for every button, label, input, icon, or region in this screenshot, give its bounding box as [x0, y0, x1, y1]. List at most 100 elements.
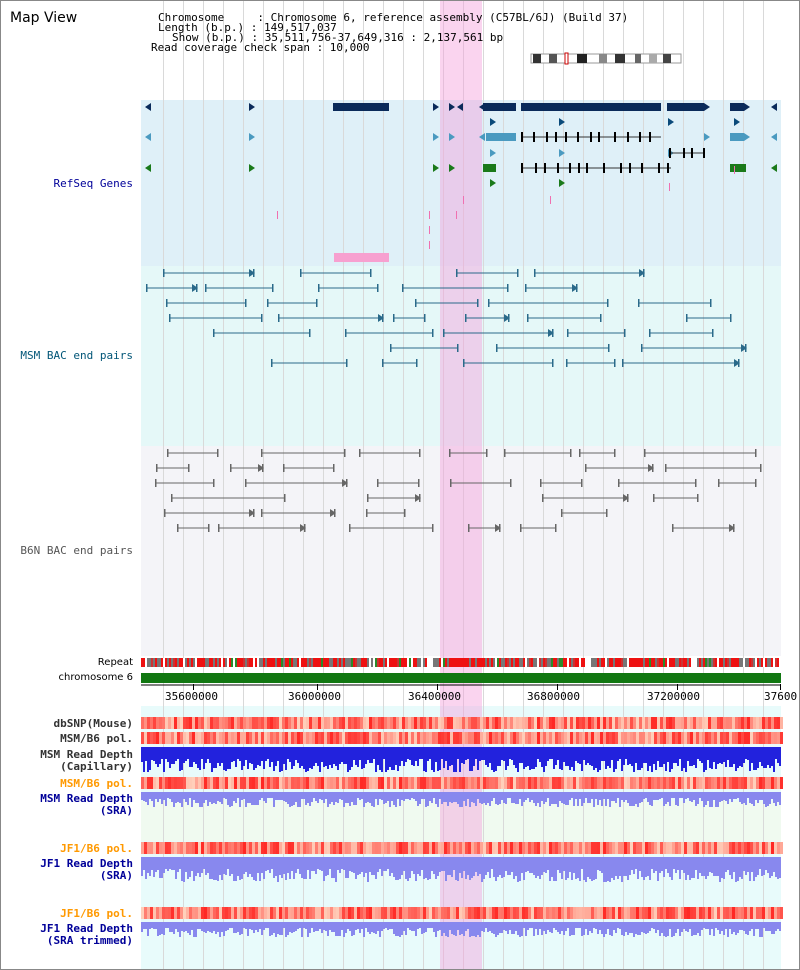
repeat-segment: [711, 658, 713, 667]
msm-b6-pol-cell: [735, 777, 738, 789]
dbsnp-heat-cell: [360, 717, 363, 729]
read-depth-bar: [463, 747, 465, 764]
msm-b6-pol-cell: [759, 777, 762, 789]
track-label-jf1-depth-trim[interactable]: JF1 Read Depth: [40, 922, 133, 935]
dbsnp-heat-cell: [210, 717, 213, 729]
read-depth-bar: [149, 922, 151, 929]
msm-b6-pol-cell: [588, 732, 591, 744]
dbsnp-heat-cell: [315, 717, 318, 729]
dbsnp-heat-cell: [192, 717, 195, 729]
repeat-segment: [465, 658, 467, 667]
repeat-segment: [169, 658, 171, 667]
jf1-b6-pol-cell: [237, 842, 240, 854]
repeat-segment: [679, 658, 681, 667]
msm-b6-pol-cell: [519, 777, 522, 789]
read-depth-bar: [643, 792, 645, 799]
read-depth-bar: [277, 922, 279, 934]
read-depth-bar: [325, 922, 327, 931]
read-depth-bar: [185, 747, 187, 761]
read-depth-bar: [237, 922, 239, 932]
gridline: [483, 1, 484, 969]
read-depth-bar: [247, 857, 249, 877]
read-depth-bar: [729, 792, 731, 799]
track-label-repeat[interactable]: Repeat: [97, 657, 133, 668]
track-label-msm-b6-pol-1[interactable]: MSM/B6 pol.: [60, 732, 133, 745]
read-depth-bar: [397, 747, 399, 771]
dbsnp-heat-cell: [732, 717, 735, 729]
read-depth-bar: [247, 922, 249, 936]
b6n-bac-pair-end: [561, 509, 563, 517]
msm-b6-pol-cell: [633, 777, 636, 789]
dbsnp-heat-cell: [474, 717, 477, 729]
read-depth-bar: [731, 922, 733, 934]
track-label-refseq[interactable]: RefSeq Genes: [53, 177, 133, 190]
track-label-jf1-depth-sra[interactable]: JF1 Read Depth: [40, 857, 133, 870]
read-depth-bar: [597, 792, 599, 805]
track-label-b6n-bac[interactable]: B6N BAC end pairs: [20, 544, 133, 557]
repeat-segment: [657, 658, 659, 667]
read-depth-bar: [645, 792, 647, 798]
track-label-jf1-b6-pol-2[interactable]: JF1/B6 pol.: [60, 907, 133, 920]
track-label-dbsnp[interactable]: dbSNP(Mouse): [53, 717, 133, 730]
read-depth-bar: [339, 857, 341, 873]
b6n-bac-pair-arrow: [623, 494, 629, 502]
read-depth-bar: [603, 747, 605, 761]
read-depth-bar: [181, 922, 183, 931]
read-depth-bar: [517, 747, 519, 772]
gene-exon: [730, 164, 746, 172]
read-depth-bar: [647, 922, 649, 933]
read-depth-bar: [583, 857, 585, 880]
jf1-b6-pol-cell: [396, 907, 399, 919]
read-depth-bar: [209, 857, 211, 879]
read-depth-bar: [691, 922, 693, 936]
msm-b6-pol-cell: [435, 777, 438, 789]
read-depth-bar: [507, 922, 509, 934]
track-label-msm-depth-sra[interactable]: MSM Read Depth: [40, 792, 133, 805]
repeat-segment: [637, 658, 639, 667]
read-depth-bar: [159, 792, 161, 799]
msm-bac-pair-end: [300, 269, 302, 277]
chromosome-ideogram[interactable]: [1, 1, 800, 71]
track-label-jf1-b6-pol-1[interactable]: JF1/B6 pol.: [60, 842, 133, 855]
selected-region-highlight[interactable]: [440, 1, 482, 969]
read-depth-bar: [583, 922, 585, 935]
jf1-b6-pol-cell: [180, 842, 183, 854]
msm-b6-pol-cell: [273, 732, 276, 744]
msm-b6-pol-cell: [312, 777, 315, 789]
msm-b6-pol-cell: [252, 732, 255, 744]
msm-b6-pol-cell: [153, 777, 156, 789]
read-depth-bar: [255, 857, 257, 881]
repeat-segment: [621, 658, 623, 667]
repeat-segment: [691, 658, 693, 667]
jf1-b6-pol-cell: [270, 842, 273, 854]
msm-b6-pol-cell: [612, 732, 615, 744]
read-depth-bar: [149, 857, 151, 876]
track-label-msm-depth-cap[interactable]: MSM Read Depth: [40, 748, 133, 761]
track-label-msm-b6-pol-2[interactable]: MSM/B6 pol.: [60, 777, 133, 790]
read-depth-bar: [275, 857, 277, 876]
repeat-segment: [417, 658, 419, 667]
read-depth-bar: [237, 792, 239, 798]
repeat-segment: [273, 658, 275, 667]
read-depth-bar: [765, 922, 767, 931]
track-label-msm-bac[interactable]: MSM BAC end pairs: [20, 349, 133, 362]
repeat-segment: [765, 658, 767, 667]
read-depth-bar: [771, 792, 773, 799]
read-depth-bar: [655, 922, 657, 933]
read-depth-bar: [199, 747, 201, 770]
read-depth-bar: [401, 922, 403, 935]
read-depth-bar: [305, 747, 307, 772]
read-depth-bar: [327, 922, 329, 936]
repeat-segment: [555, 658, 557, 667]
repeat-segment: [451, 658, 453, 667]
jf1-b6-pol-cell: [462, 842, 465, 854]
gene-arrow: [559, 149, 565, 157]
repeat-segment: [387, 658, 389, 667]
b6n-bac-pair-end: [581, 479, 583, 487]
msm-b6-pol-cell: [195, 777, 198, 789]
read-depth-bar: [495, 747, 497, 771]
read-depth-bar: [145, 922, 147, 929]
read-depth-bar: [301, 747, 303, 766]
read-depth-bar: [749, 857, 751, 881]
